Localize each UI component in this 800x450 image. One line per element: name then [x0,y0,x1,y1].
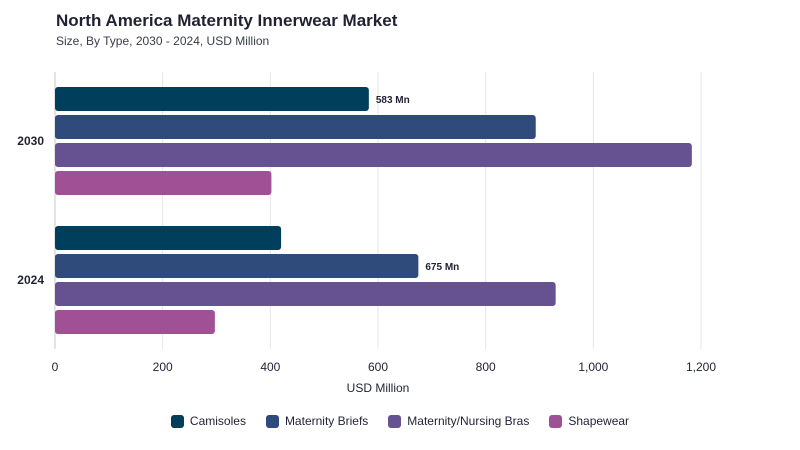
bar [55,143,692,167]
legend-swatch [265,414,279,428]
legend-label: Maternity Briefs [284,414,369,428]
legend-item: Camisoles [170,414,246,428]
legend: Camisoles Maternity Briefs Maternity/Nursi… [0,414,800,428]
legend-label: Maternity/Nursing Bras [407,414,530,428]
data-label: 675 Mn [425,262,459,273]
bar [55,226,282,250]
bar [55,115,536,139]
x-tick-label: 600 [368,360,388,374]
legend-swatch [170,414,184,428]
chart-subtitle: Size, By Type, 2030 - 2024, USD Million [56,34,270,48]
legend-label: Shapewear [568,414,630,428]
bar [55,254,419,278]
category-label: 2024 [17,273,44,287]
legend-item: Maternity Briefs [265,414,369,428]
bar [55,310,215,334]
x-tick-label: 1,200 [686,360,716,374]
legend-swatch [388,414,402,428]
x-tick-label: 0 [52,360,59,374]
x-tick-label: 1,000 [578,360,608,374]
category-label: 2030 [17,134,44,148]
chart-title: North America Maternity Innerwear Market [56,11,398,30]
x-axis-title: USD Million [347,381,410,395]
legend-item: Maternity/Nursing Bras [388,414,529,428]
bar [55,87,369,111]
legend-item: Shapewear [549,414,629,428]
x-tick-label: 800 [476,360,496,374]
x-tick-label: 400 [260,360,280,374]
x-tick-label: 200 [153,360,173,374]
bar [55,282,556,306]
data-label: 583 Mn [376,95,410,106]
legend-swatch [549,414,563,428]
bar [55,171,272,195]
legend-label: Camisoles [189,414,246,428]
